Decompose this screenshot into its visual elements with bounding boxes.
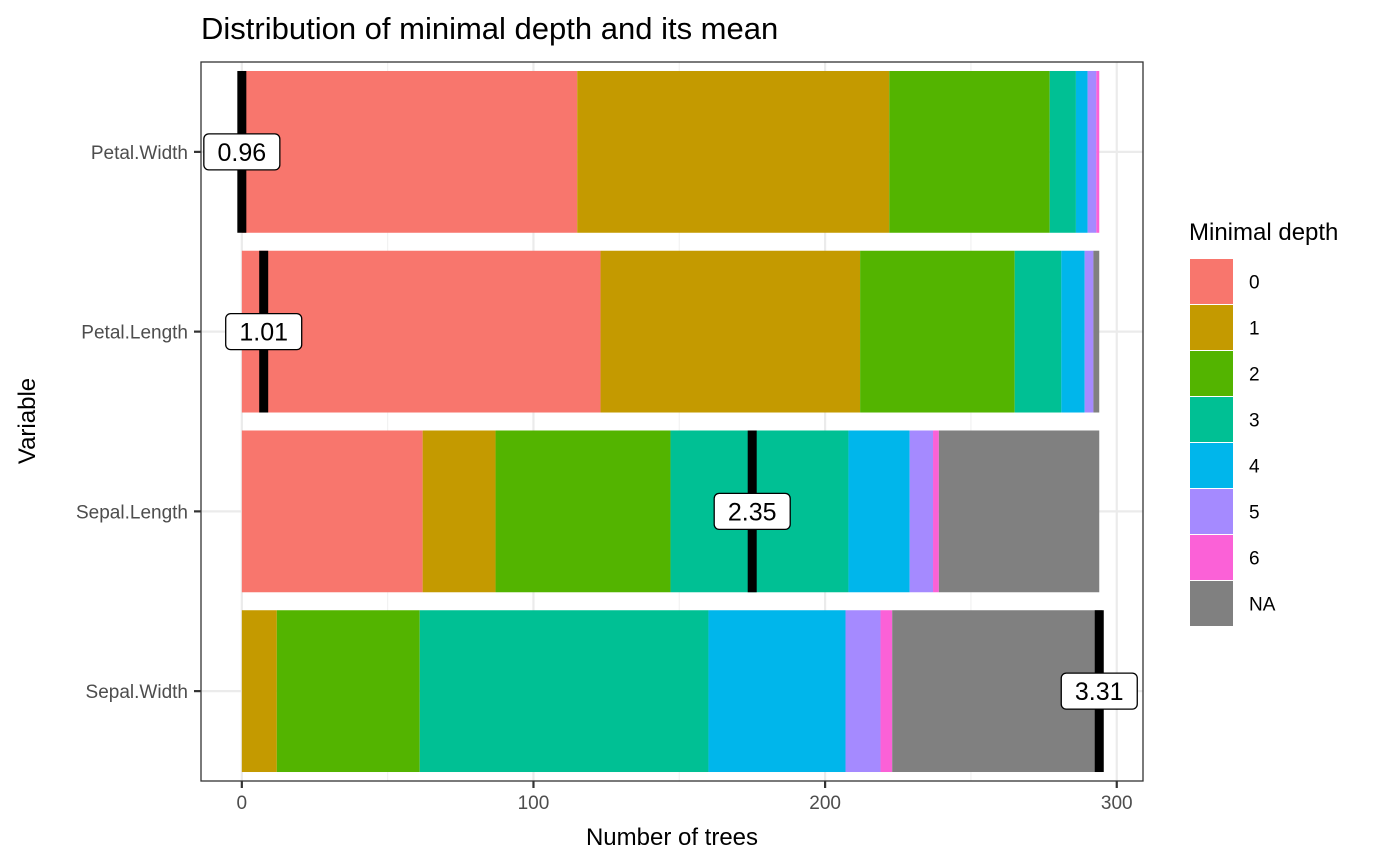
legend-label: 4 xyxy=(1249,457,1260,478)
axes: 0 100 200 300 Petal.Width Petal.Length Sepal.L… xyxy=(76,143,1133,814)
bar-segment-petal-length-depth-4 xyxy=(1061,250,1085,413)
bar-segment-petal-width-depth-1 xyxy=(577,70,890,233)
legend-key-6 xyxy=(1190,535,1233,580)
bar-segment-sepal-length-depth-6 xyxy=(933,430,939,593)
bar-segment-petal-length-depth-1 xyxy=(600,250,861,413)
bar-segment-sepal-width-depth-1 xyxy=(241,610,277,773)
bar-segment-petal-length-depth-3 xyxy=(1014,250,1062,413)
legend-label: 3 xyxy=(1249,411,1260,432)
y-tick-label: Petal.Width xyxy=(91,143,188,164)
bar-segment-sepal-width-depth-5 xyxy=(845,610,881,773)
bar-segment-petal-width-depth-5 xyxy=(1087,70,1097,233)
x-tick-label: 0 xyxy=(237,793,248,814)
y-tick-label: Sepal.Width xyxy=(86,682,188,703)
stacked-bars xyxy=(241,70,1103,773)
legend-label: 1 xyxy=(1249,319,1260,340)
bar-segment-sepal-length-depth-5 xyxy=(909,430,934,593)
legend: Minimal depth 0 1 2 3 4 5 6 NA xyxy=(1189,219,1338,626)
mean-label-box xyxy=(1060,672,1138,710)
legend-label: 2 xyxy=(1249,365,1260,386)
x-tick-label: 200 xyxy=(809,793,841,814)
x-tick-label: 100 xyxy=(518,793,550,814)
legend-key-4 xyxy=(1190,443,1233,488)
y-tick-label: Sepal.Length xyxy=(76,502,188,523)
legend-key-na xyxy=(1190,581,1233,626)
bar-segment-sepal-length-depth-na xyxy=(938,430,1100,593)
bar-segment-sepal-width-depth-3 xyxy=(419,610,709,773)
legend-label: 6 xyxy=(1249,549,1260,570)
plot-panel-border xyxy=(200,61,1144,782)
bar-segment-petal-width-depth-0 xyxy=(241,70,578,233)
bar-segment-petal-length-depth-2 xyxy=(860,250,1015,413)
x-axis-title: Number of trees xyxy=(586,824,758,851)
chart-title: Distribution of minimal depth and its me… xyxy=(201,11,778,46)
mean-label: 3.31 xyxy=(1075,678,1124,706)
legend-key-0 xyxy=(1190,259,1233,304)
bar-segment-petal-length-depth-na xyxy=(1093,250,1100,413)
legend-key-3 xyxy=(1190,397,1233,442)
mean-label-box xyxy=(225,312,303,351)
legend-label: 0 xyxy=(1249,273,1260,294)
mean-label: 0.96 xyxy=(217,139,266,167)
mean-markers: 0.96 1.01 2.35 3.31 xyxy=(203,70,1138,773)
legend-key-2 xyxy=(1190,351,1233,396)
bar-segment-sepal-length-depth-1 xyxy=(422,430,496,593)
bar-segment-petal-width-depth-4 xyxy=(1075,70,1088,233)
bar-segment-sepal-width-depth-4 xyxy=(708,610,846,773)
bar-segment-sepal-length-depth-0 xyxy=(241,430,423,593)
bar-segment-sepal-length-depth-4 xyxy=(848,430,910,593)
mean-label-box xyxy=(713,492,791,531)
mean-label: 2.35 xyxy=(728,498,777,526)
y-tick-label: Petal.Length xyxy=(81,323,188,344)
bar-segment-sepal-width-depth-2 xyxy=(276,610,420,773)
legend-key-5 xyxy=(1190,489,1233,534)
mean-label: 1.01 xyxy=(239,319,288,347)
y-axis-title: Variable xyxy=(14,378,41,464)
bar-segment-sepal-width-depth-6 xyxy=(880,610,893,773)
legend-key-1 xyxy=(1190,305,1233,350)
legend-title: Minimal depth xyxy=(1189,219,1338,246)
bar-segment-petal-width-depth-3 xyxy=(1049,70,1076,233)
mean-label-box xyxy=(203,133,281,171)
bar-segment-petal-width-depth-6 xyxy=(1096,70,1100,233)
bar-segment-petal-width-depth-2 xyxy=(889,70,1050,233)
legend-label: 5 xyxy=(1249,503,1260,524)
legend-label: NA xyxy=(1249,595,1276,616)
x-tick-label: 300 xyxy=(1101,793,1133,814)
bar-segment-petal-length-depth-5 xyxy=(1084,250,1094,413)
bar-segment-sepal-length-depth-2 xyxy=(495,430,671,593)
